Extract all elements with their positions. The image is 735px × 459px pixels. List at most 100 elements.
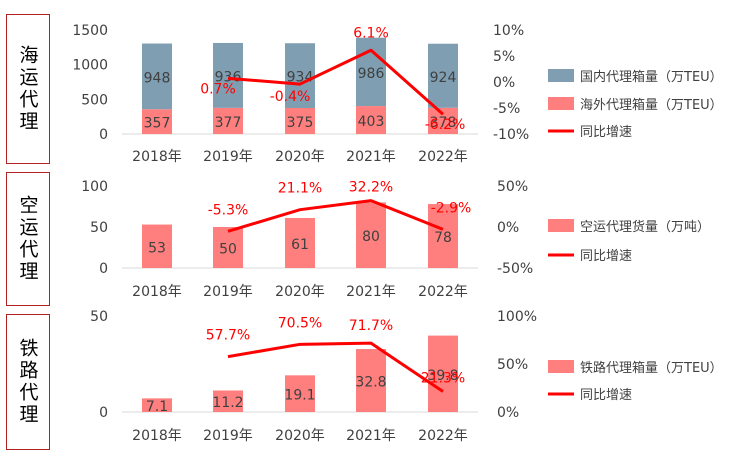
x-tick-label: 2020年	[275, 284, 325, 300]
growth-value-label: 57.7%	[206, 328, 250, 344]
y2-tick-label: -50%	[497, 261, 533, 277]
y-tick-label: 0	[99, 261, 108, 277]
bar-value-label: 357	[144, 116, 171, 132]
legend-swatch	[548, 97, 574, 110]
panel-label-air-text: 空运代理	[16, 195, 39, 283]
growth-line	[227, 341, 444, 393]
y-tick-label: 1000	[72, 58, 108, 74]
bar-primary	[213, 107, 243, 134]
bar-primary	[142, 109, 172, 134]
bar-value-label: 32.8	[355, 375, 386, 391]
x-tick-label: 2022年	[418, 149, 468, 165]
growth-value-label: 0.7%	[200, 81, 236, 97]
growth-value-label: 6.1%	[353, 25, 389, 41]
growth-value-label: -0.4%	[270, 89, 311, 105]
y2-tick-label: 100%	[497, 309, 537, 325]
bar-primary	[213, 390, 243, 412]
bar-primary	[356, 349, 386, 412]
legend-label: 铁路代理箱量（万TEU）	[580, 360, 723, 376]
bar-primary	[285, 217, 315, 268]
x-tick-label: 2021年	[346, 149, 396, 165]
bar-primary	[285, 375, 315, 412]
x-tick-label: 2022年	[418, 428, 468, 444]
bar-domestic	[213, 42, 243, 108]
bar-primary	[356, 202, 386, 268]
bar-value-label: 53	[148, 240, 166, 256]
y-tick-label: 0	[99, 127, 108, 143]
legend-swatch	[548, 360, 574, 373]
panel-label-sea-text: 海运代理	[16, 45, 39, 133]
bar-value-label: 11.2	[212, 395, 243, 411]
bar-value-label: 377	[215, 115, 242, 131]
legend-label: 同比增速	[580, 388, 632, 403]
x-tick-label: 2020年	[275, 428, 325, 444]
growth-line	[227, 48, 444, 116]
bar-value-label: 50	[219, 242, 237, 258]
growth-line	[227, 199, 444, 233]
bar-primary	[428, 204, 458, 268]
bar-value-label: 936	[215, 69, 242, 85]
legend-label: 同比增速	[580, 249, 632, 264]
growth-value-label: -2.9%	[431, 200, 472, 216]
x-tick-label: 2018年	[132, 428, 182, 444]
bar-primary	[213, 227, 243, 268]
x-tick-label: 2018年	[132, 284, 182, 300]
y-tick-label: 500	[81, 92, 108, 108]
bar-domestic	[285, 43, 315, 108]
bar-value-label: 948	[144, 70, 171, 86]
bar-primary	[285, 108, 315, 134]
y2-tick-label: 10%	[493, 23, 524, 39]
bar-value-label: 19.1	[284, 388, 315, 404]
growth-value-label: 71.7%	[349, 318, 393, 334]
growth-value-label: 32.2%	[349, 180, 393, 196]
growth-value-label: 21.3%	[421, 371, 465, 387]
x-tick-label: 2018年	[132, 149, 182, 165]
y2-tick-label: -10%	[493, 127, 529, 143]
bar-value-label: 61	[291, 237, 309, 253]
panel-label-rail: 铁路代理	[6, 314, 50, 450]
legend-label: 空运代理货量（万吨）	[580, 219, 710, 235]
bar-primary	[142, 398, 172, 412]
growth-value-label: -6.2%	[425, 117, 466, 133]
panel-label-air: 空运代理	[6, 172, 50, 306]
bar-value-label: 986	[358, 66, 385, 82]
bar-primary	[428, 107, 458, 134]
panel-label-sea: 海运代理	[6, 14, 50, 164]
y-tick-label: 1500	[72, 23, 108, 39]
bar-value-label: 375	[287, 115, 314, 131]
bar-value-label: 39.8	[427, 368, 458, 384]
panel-label-rail-text: 铁路代理	[16, 338, 39, 426]
x-tick-label: 2019年	[203, 428, 253, 444]
y2-tick-label: 5%	[493, 49, 515, 65]
bar-primary	[428, 335, 458, 412]
bar-value-label: 403	[358, 114, 385, 130]
bar-domestic	[428, 43, 458, 108]
y2-tick-label: 0%	[497, 220, 519, 236]
x-tick-label: 2019年	[203, 149, 253, 165]
y-tick-label: 50	[90, 309, 108, 325]
bar-value-label: 7.1	[146, 399, 168, 415]
bar-value-label: 924	[430, 70, 457, 86]
growth-value-label: 70.5%	[278, 315, 322, 331]
x-tick-label: 2021年	[346, 284, 396, 300]
bar-value-label: 78	[434, 230, 452, 246]
y2-tick-label: 50%	[497, 179, 528, 195]
y-tick-label: 50	[90, 220, 108, 236]
x-tick-label: 2019年	[203, 284, 253, 300]
y-tick-label: 0	[99, 405, 108, 421]
x-tick-label: 2022年	[418, 284, 468, 300]
x-tick-label: 2020年	[275, 149, 325, 165]
y2-tick-label: 0%	[493, 75, 515, 91]
legend-label: 国内代理箱量（万TEU）	[580, 69, 723, 85]
legend-label: 同比增速	[580, 125, 632, 140]
legend-swatch	[548, 69, 574, 82]
legend-label: 海外代理箱量（万TEU）	[580, 97, 723, 113]
y2-tick-label: 50%	[497, 357, 528, 373]
bar-domestic	[142, 43, 172, 110]
bar-value-label: 80	[362, 229, 380, 245]
bar-value-label: 378	[430, 115, 457, 131]
y2-tick-label: -5%	[493, 101, 520, 117]
legend-swatch	[548, 219, 574, 232]
bar-primary	[356, 106, 386, 134]
